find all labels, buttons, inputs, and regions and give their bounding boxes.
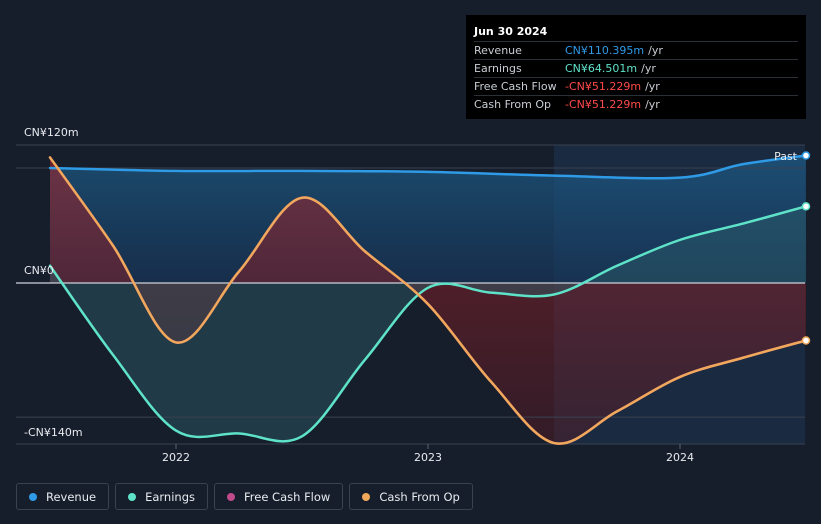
revenue-area [50, 155, 806, 283]
earnings-end-point[interactable] [801, 202, 811, 211]
tooltip-value: CN¥110.395m [565, 44, 645, 57]
earnings-line [48, 205, 808, 443]
x-tick-label: 2023 [414, 451, 442, 464]
chart-legend: Revenue Earnings Free Cash Flow Cash Fro… [16, 483, 473, 510]
tooltip-unit: /yr [648, 44, 663, 57]
legend-item-free-cash-flow[interactable]: Free Cash Flow [214, 483, 344, 510]
revenue-line [48, 154, 808, 180]
legend-label: Cash From Op [379, 489, 460, 504]
tooltip-label: Revenue [474, 44, 522, 57]
earnings-dot-icon [128, 492, 137, 501]
revenue-end-point[interactable] [801, 151, 811, 160]
x-tick-label: 2024 [666, 451, 694, 464]
x-tick-label: 2022 [162, 451, 190, 464]
tooltip-row-earnings: Earnings CN¥64.501m /yr [474, 59, 798, 77]
legend-item-revenue[interactable]: Revenue [16, 483, 110, 510]
tooltip-value: CN¥64.501m [565, 62, 638, 75]
tooltip-unit: /yr [645, 98, 660, 111]
cash-from-op-line [48, 156, 808, 445]
tooltip-value: -CN¥51.229m [565, 98, 642, 111]
legend-label: Free Cash Flow [244, 489, 331, 504]
legend-item-cash-from-op[interactable]: Cash From Op [349, 483, 473, 510]
cash-from-op-area [50, 157, 806, 444]
legend-label: Revenue [46, 489, 97, 504]
tooltip-value: -CN¥51.229m [565, 80, 642, 93]
y-tick-label: CN¥0 [24, 264, 54, 277]
tooltip-row-free-cash-flow: Free Cash Flow -CN¥51.229m /yr [474, 77, 798, 95]
tooltip-row-revenue: Revenue CN¥110.395m /yr [474, 41, 798, 59]
free-cash-flow-dot-icon [227, 492, 235, 501]
cash-from-op-end-point[interactable] [801, 336, 811, 345]
tooltip-date: Jun 30 2024 [474, 25, 548, 38]
tooltip-label: Cash From Op [474, 98, 552, 111]
y-tick-label: -CN¥140m [24, 426, 83, 439]
tooltip-row-cash-from-op: Cash From Op -CN¥51.229m /yr [474, 95, 798, 113]
data-tooltip: Jun 30 2024 Revenue CN¥110.395m /yr Earn… [466, 15, 806, 119]
tooltip-unit: /yr [641, 62, 656, 75]
legend-item-earnings[interactable]: Earnings [115, 483, 208, 510]
y-tick-label: CN¥120m [24, 126, 79, 139]
past-label: Past [774, 150, 798, 163]
cash-from-op-dot-icon [362, 492, 371, 501]
tooltip-unit: /yr [645, 80, 660, 93]
tooltip-label: Free Cash Flow [474, 80, 557, 93]
earnings-area [50, 206, 806, 442]
legend-label: Earnings [145, 489, 195, 504]
tooltip-label: Earnings [474, 62, 522, 75]
revenue-dot-icon [29, 492, 37, 501]
